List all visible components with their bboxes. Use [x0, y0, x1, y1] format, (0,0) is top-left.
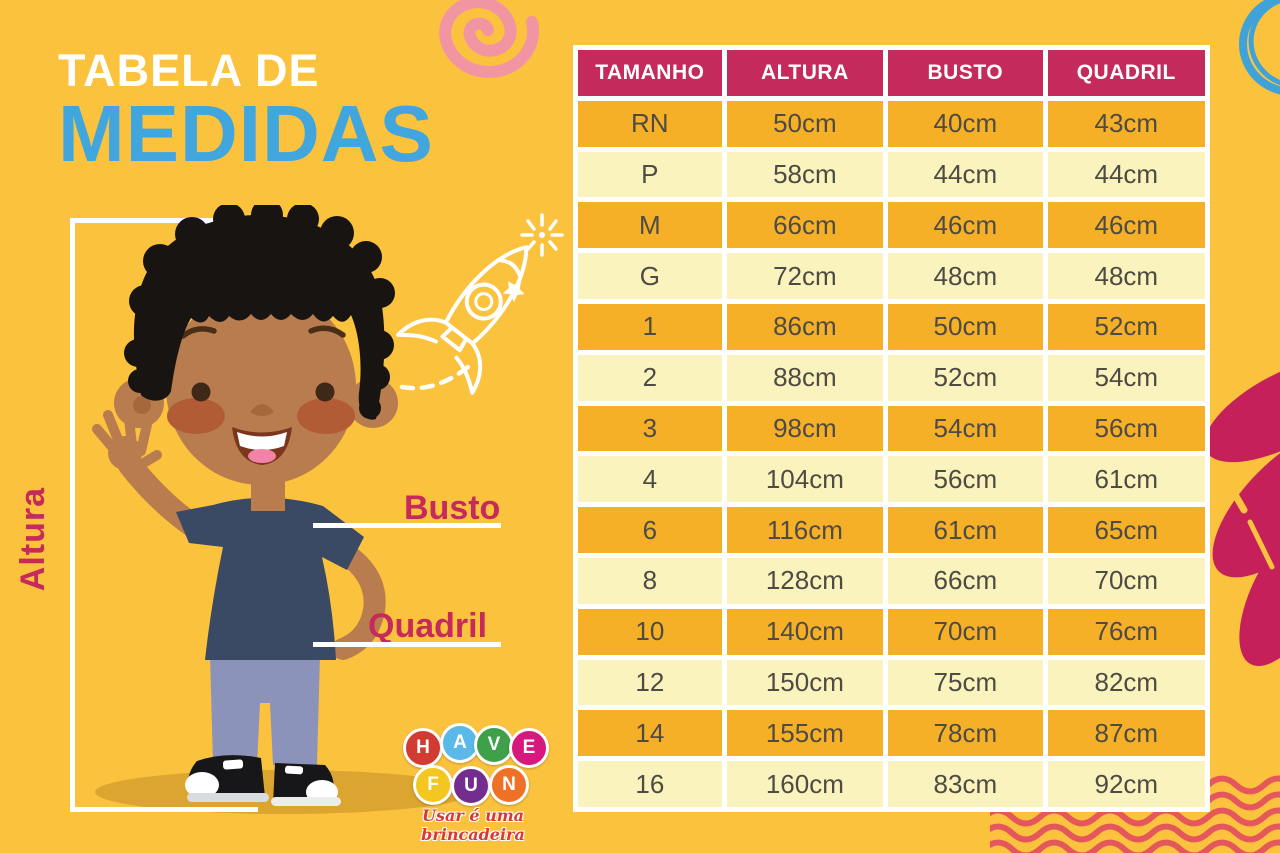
hip-pointer-line: [313, 642, 501, 647]
measure-cell: 86cm: [726, 303, 884, 350]
table-row: 10 140cm 70cm 76cm: [578, 608, 1205, 655]
measure-cell: 44cm: [888, 151, 1043, 198]
table-header-row: TAMANHO ALTURA BUSTO QUADRIL: [578, 50, 1205, 96]
table-row: 3 98cm 54cm 56cm: [578, 405, 1205, 452]
measure-cell: 78cm: [888, 710, 1043, 757]
measure-cell: 87cm: [1047, 710, 1205, 757]
measure-cell: 75cm: [888, 659, 1043, 706]
column-header-busto: BUSTO: [888, 50, 1043, 96]
height-bracket: [70, 218, 258, 812]
table-row: RN 50cm 40cm 43cm: [578, 100, 1205, 147]
size-cell: 3: [578, 405, 722, 452]
title-line-2: MEDIDAS: [58, 89, 434, 178]
size-cell: 10: [578, 608, 722, 655]
measure-cell: 88cm: [726, 354, 884, 401]
measure-cell: 48cm: [888, 253, 1043, 299]
measure-cell: 66cm: [726, 202, 884, 249]
measure-cell: 56cm: [888, 456, 1043, 503]
measure-cell: 56cm: [1047, 405, 1205, 452]
title-line-1: TABELA DE: [58, 45, 320, 96]
measure-cell: 50cm: [726, 100, 884, 147]
size-cell: 2: [578, 354, 722, 401]
column-header-quadril: QUADRIL: [1047, 50, 1205, 96]
measure-cell: 83cm: [888, 761, 1043, 807]
measure-cell: 52cm: [888, 354, 1043, 401]
table-row: G 72cm 48cm 48cm: [578, 253, 1205, 299]
measure-cell: 160cm: [726, 761, 884, 807]
bust-label: Busto: [404, 489, 501, 527]
measure-cell: 116cm: [726, 507, 884, 553]
measure-cell: 72cm: [726, 253, 884, 299]
logo-ball-v: V: [474, 725, 514, 765]
height-label: Altura: [14, 487, 52, 592]
measure-cell: 40cm: [888, 100, 1043, 147]
page-title: TABELA DE MEDIDAS: [58, 45, 434, 178]
size-cell: 6: [578, 507, 722, 553]
table-row: 1 86cm 50cm 52cm: [578, 303, 1205, 350]
size-cell: 16: [578, 761, 722, 807]
measure-cell: 82cm: [1047, 659, 1205, 706]
measure-cell: 92cm: [1047, 761, 1205, 807]
measure-cell: 140cm: [726, 608, 884, 655]
size-table: TAMANHO ALTURA BUSTO QUADRIL RN 50cm 40cm 43cm…: [573, 45, 1210, 812]
size-cell: 14: [578, 710, 722, 757]
logo-ball-e: E: [509, 728, 549, 768]
measure-cell: 128cm: [726, 557, 884, 604]
size-cell: RN: [578, 100, 722, 147]
size-cell: M: [578, 202, 722, 249]
column-header-altura: ALTURA: [726, 50, 884, 96]
size-cell: P: [578, 151, 722, 198]
measure-cell: 104cm: [726, 456, 884, 503]
measure-cell: 70cm: [888, 608, 1043, 655]
size-cell: 1: [578, 303, 722, 350]
measure-cell: 46cm: [888, 202, 1043, 249]
measure-cell: 54cm: [888, 405, 1043, 452]
size-cell: 8: [578, 557, 722, 604]
measure-cell: 52cm: [1047, 303, 1205, 350]
logo-ball-f: F: [413, 765, 453, 805]
table-row: M 66cm 46cm 46cm: [578, 202, 1205, 249]
measure-cell: 43cm: [1047, 100, 1205, 147]
measure-cell: 66cm: [888, 557, 1043, 604]
measure-cell: 44cm: [1047, 151, 1205, 198]
measure-cell: 70cm: [1047, 557, 1205, 604]
measure-cell: 61cm: [888, 507, 1043, 553]
table-row: P 58cm 44cm 44cm: [578, 151, 1205, 198]
measure-cell: 61cm: [1047, 456, 1205, 503]
logo-tagline: Usar é uma brincadeira: [421, 806, 525, 844]
table-row: 8 128cm 66cm 70cm: [578, 557, 1205, 604]
measure-cell: 46cm: [1047, 202, 1205, 249]
hip-label: Quadril: [368, 607, 488, 645]
logo-ball-u: U: [451, 766, 491, 806]
size-cell: G: [578, 253, 722, 299]
measure-cell: 98cm: [726, 405, 884, 452]
logo-ball-h: H: [403, 728, 443, 768]
size-cell: 12: [578, 659, 722, 706]
measure-cell: 65cm: [1047, 507, 1205, 553]
table-row: 12 150cm 75cm 82cm: [578, 659, 1205, 706]
measure-cell: 150cm: [726, 659, 884, 706]
magenta-petals-icon: [1204, 357, 1280, 667]
blue-circle-doodle-icon: [1239, 0, 1280, 95]
measure-cell: 48cm: [1047, 253, 1205, 299]
column-header-tamanho: TAMANHO: [578, 50, 722, 96]
size-cell: 4: [578, 456, 722, 503]
measure-cell: 58cm: [726, 151, 884, 198]
bust-pointer-line: [313, 523, 501, 528]
measure-cell: 54cm: [1047, 354, 1205, 401]
measure-cell: 50cm: [888, 303, 1043, 350]
table-row: 14 155cm 78cm 87cm: [578, 710, 1205, 757]
measure-cell: 76cm: [1047, 608, 1205, 655]
pink-spiral-icon: [439, 0, 540, 78]
table-row: 4 104cm 56cm 61cm: [578, 456, 1205, 503]
boy-illustration: [92, 205, 398, 806]
table-row: 2 88cm 52cm 54cm: [578, 354, 1205, 401]
rocket-doodle-icon: [396, 213, 564, 395]
table-row: 6 116cm 61cm 65cm: [578, 507, 1205, 553]
measure-cell: 155cm: [726, 710, 884, 757]
table-row: 16 160cm 83cm 92cm: [578, 761, 1205, 807]
logo-ball-n: N: [489, 765, 529, 805]
